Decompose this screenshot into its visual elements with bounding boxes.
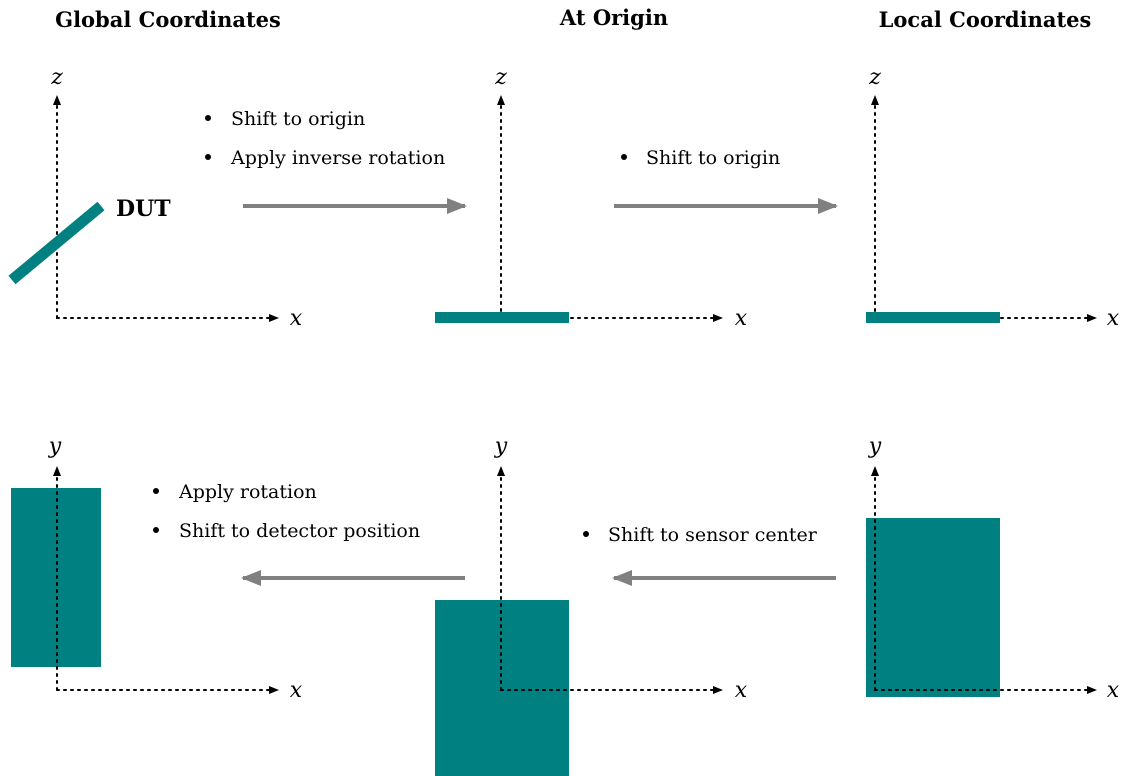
bullet xyxy=(205,154,211,160)
axis-label: y xyxy=(48,434,62,459)
dut-flat xyxy=(866,312,1000,323)
axis-label: x xyxy=(1107,306,1120,331)
axis-label: z xyxy=(50,65,63,90)
step: Apply rotation xyxy=(178,481,317,503)
step: Shift to detector position xyxy=(179,520,420,542)
step: Apply inverse rotation xyxy=(230,147,445,169)
column-title: At Origin xyxy=(559,5,668,30)
axis-label: y xyxy=(868,434,882,459)
axes xyxy=(53,466,1097,694)
axis-label: x xyxy=(290,678,303,703)
bullet xyxy=(205,115,211,121)
axis-label: x xyxy=(1107,678,1120,703)
axis-label: z xyxy=(868,65,881,90)
bullet xyxy=(583,531,589,537)
axis-label: y xyxy=(494,434,508,459)
axis-label: x xyxy=(290,306,303,331)
sensor xyxy=(866,518,1000,697)
column-title: Local Coordinates xyxy=(879,7,1092,32)
bullet xyxy=(621,154,627,160)
dut-flat xyxy=(435,312,569,323)
dut-tilted xyxy=(8,201,105,285)
axes xyxy=(53,95,1097,322)
axis-label: x xyxy=(735,306,748,331)
axis-label: x xyxy=(735,678,748,703)
column-title: Global Coordinates xyxy=(55,7,281,32)
step: Shift to origin xyxy=(231,108,365,130)
step: Shift to sensor center xyxy=(608,524,818,546)
axis-label: z xyxy=(494,65,507,90)
dut-label: DUT xyxy=(116,196,171,222)
bullet xyxy=(153,527,159,533)
bullet xyxy=(153,488,159,494)
step: Shift to origin xyxy=(646,147,780,169)
